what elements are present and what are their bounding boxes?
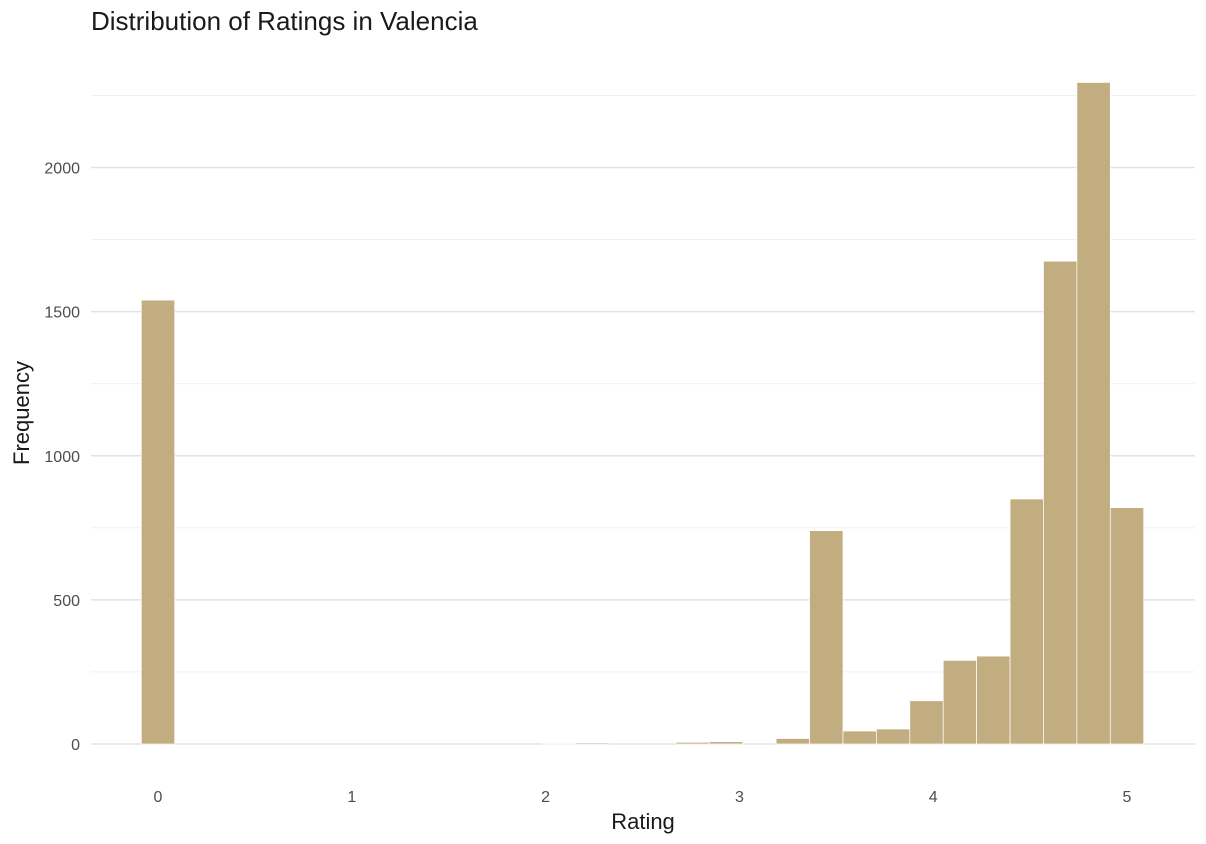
histogram-bar xyxy=(1109,507,1145,745)
x-tick-label: 1 xyxy=(347,789,356,806)
y-tick-label: 0 xyxy=(71,737,80,754)
y-tick-label: 1500 xyxy=(44,305,80,322)
x-tick-label: 0 xyxy=(154,789,163,806)
y-axis-ticks: 0 500 1000 1500 2000 xyxy=(44,161,80,755)
histogram-bar xyxy=(942,660,977,745)
x-axis-title: Rating xyxy=(611,809,675,834)
x-tick-label: 3 xyxy=(735,789,744,806)
histogram-bar xyxy=(909,700,944,745)
y-tick-label: 1000 xyxy=(44,449,80,466)
x-axis-ticks: 0 1 2 3 4 5 xyxy=(154,789,1132,806)
histogram-bars xyxy=(140,82,1145,745)
histogram-bar xyxy=(809,530,844,745)
chart-title: Distribution of Ratings in Valencia xyxy=(91,6,478,36)
histogram-bar xyxy=(775,738,810,745)
x-tick-label: 2 xyxy=(541,789,550,806)
y-tick-label: 2000 xyxy=(44,161,80,178)
histogram-bar xyxy=(1009,498,1044,745)
grid-lines xyxy=(91,94,1195,745)
histogram-bar xyxy=(1076,82,1111,745)
histogram-bar xyxy=(876,728,911,745)
histogram-bar xyxy=(1043,260,1078,745)
histogram-bar xyxy=(842,730,877,745)
y-axis-title: Frequency xyxy=(9,361,34,465)
x-tick-label: 5 xyxy=(1123,789,1132,806)
histogram-bar xyxy=(140,299,176,745)
histogram-bar xyxy=(976,655,1011,745)
histogram-bar xyxy=(708,741,744,745)
x-tick-label: 4 xyxy=(929,789,938,806)
histogram-bar xyxy=(675,741,710,745)
y-tick-label: 500 xyxy=(53,593,80,610)
histogram-bar xyxy=(575,742,610,745)
